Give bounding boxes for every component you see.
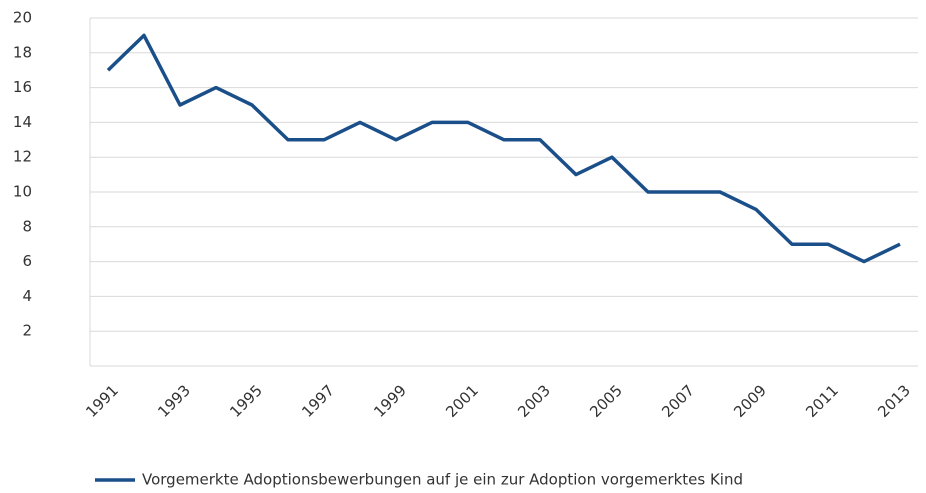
y-tick-label: 12 (13, 148, 32, 166)
x-tick-label: 1999 (370, 381, 410, 421)
x-tick-label: 2005 (586, 381, 626, 421)
y-tick-label: 2 (22, 322, 32, 340)
data-line (106, 33, 901, 264)
x-tick-label: 1997 (298, 381, 338, 421)
y-tick-label: 8 (22, 217, 32, 235)
legend-label: Vorgemerkte Adoptionsbewerbungen auf je … (142, 471, 743, 489)
x-tick-label: 2011 (802, 381, 842, 421)
y-tick-label: 4 (22, 287, 32, 305)
y-tick-label: 18 (13, 43, 32, 61)
y-tick-label: 14 (13, 113, 32, 131)
x-tick-label: 1991 (82, 381, 122, 421)
y-tick-label: 10 (13, 183, 32, 201)
y-tick-label: 20 (13, 9, 32, 27)
x-tick-label: 1995 (226, 381, 266, 421)
y-tick-label: 6 (22, 252, 32, 270)
x-tick-label: 1993 (154, 381, 194, 421)
x-tick-label: 2013 (874, 381, 914, 421)
x-tick-label: 2007 (658, 381, 698, 421)
x-tick-label: 2009 (730, 381, 770, 421)
y-tick-label: 16 (13, 78, 32, 96)
x-tick-label: 2003 (514, 381, 554, 421)
x-tick-label: 2001 (442, 381, 482, 421)
